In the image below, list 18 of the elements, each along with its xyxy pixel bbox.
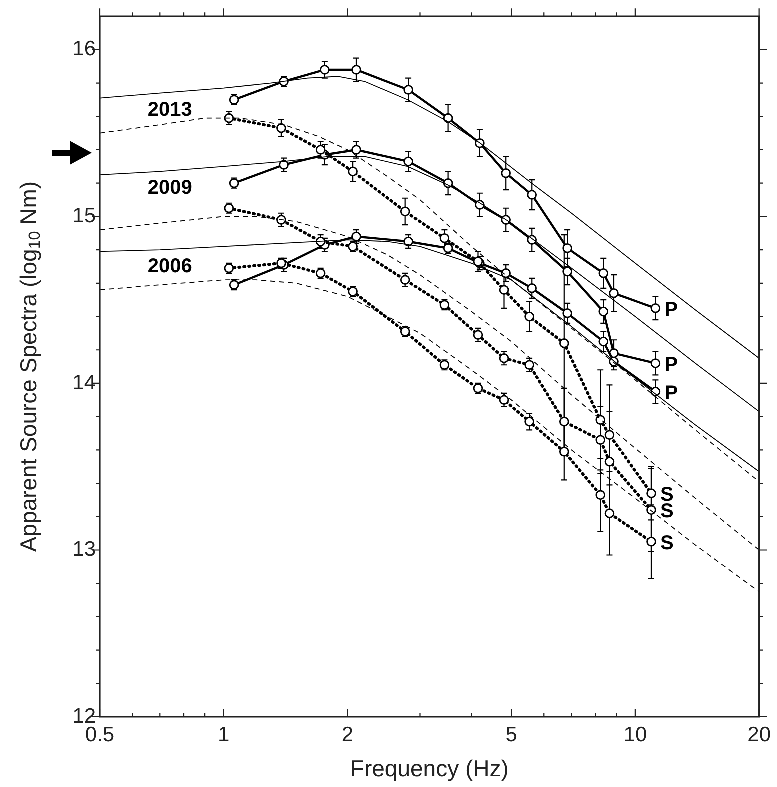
x-tick-label: 2	[342, 723, 354, 746]
y-tick-label: 16	[72, 38, 96, 61]
x-tick-label: 5	[506, 723, 518, 746]
y-tick-label: 13	[72, 538, 96, 562]
annotation: 2013	[148, 98, 192, 121]
x-tick-label: 20	[748, 723, 771, 746]
y-tick-label: 15	[72, 204, 96, 228]
y-axis-title: Apparent Source Spectra (log10 Nm)	[15, 181, 44, 552]
x-tick-label: 10	[624, 723, 648, 746]
annotation: P	[664, 298, 678, 321]
annotation: S	[660, 532, 674, 554]
x-axis-title: Frequency (Hz)	[350, 755, 509, 782]
x-tick-label: 1	[218, 723, 230, 746]
annotation: P	[664, 382, 678, 404]
annotation: 2006	[148, 256, 192, 278]
annotation: 2009	[148, 177, 192, 200]
y-tick-label: 14	[72, 371, 96, 394]
annotation: P	[664, 354, 678, 376]
